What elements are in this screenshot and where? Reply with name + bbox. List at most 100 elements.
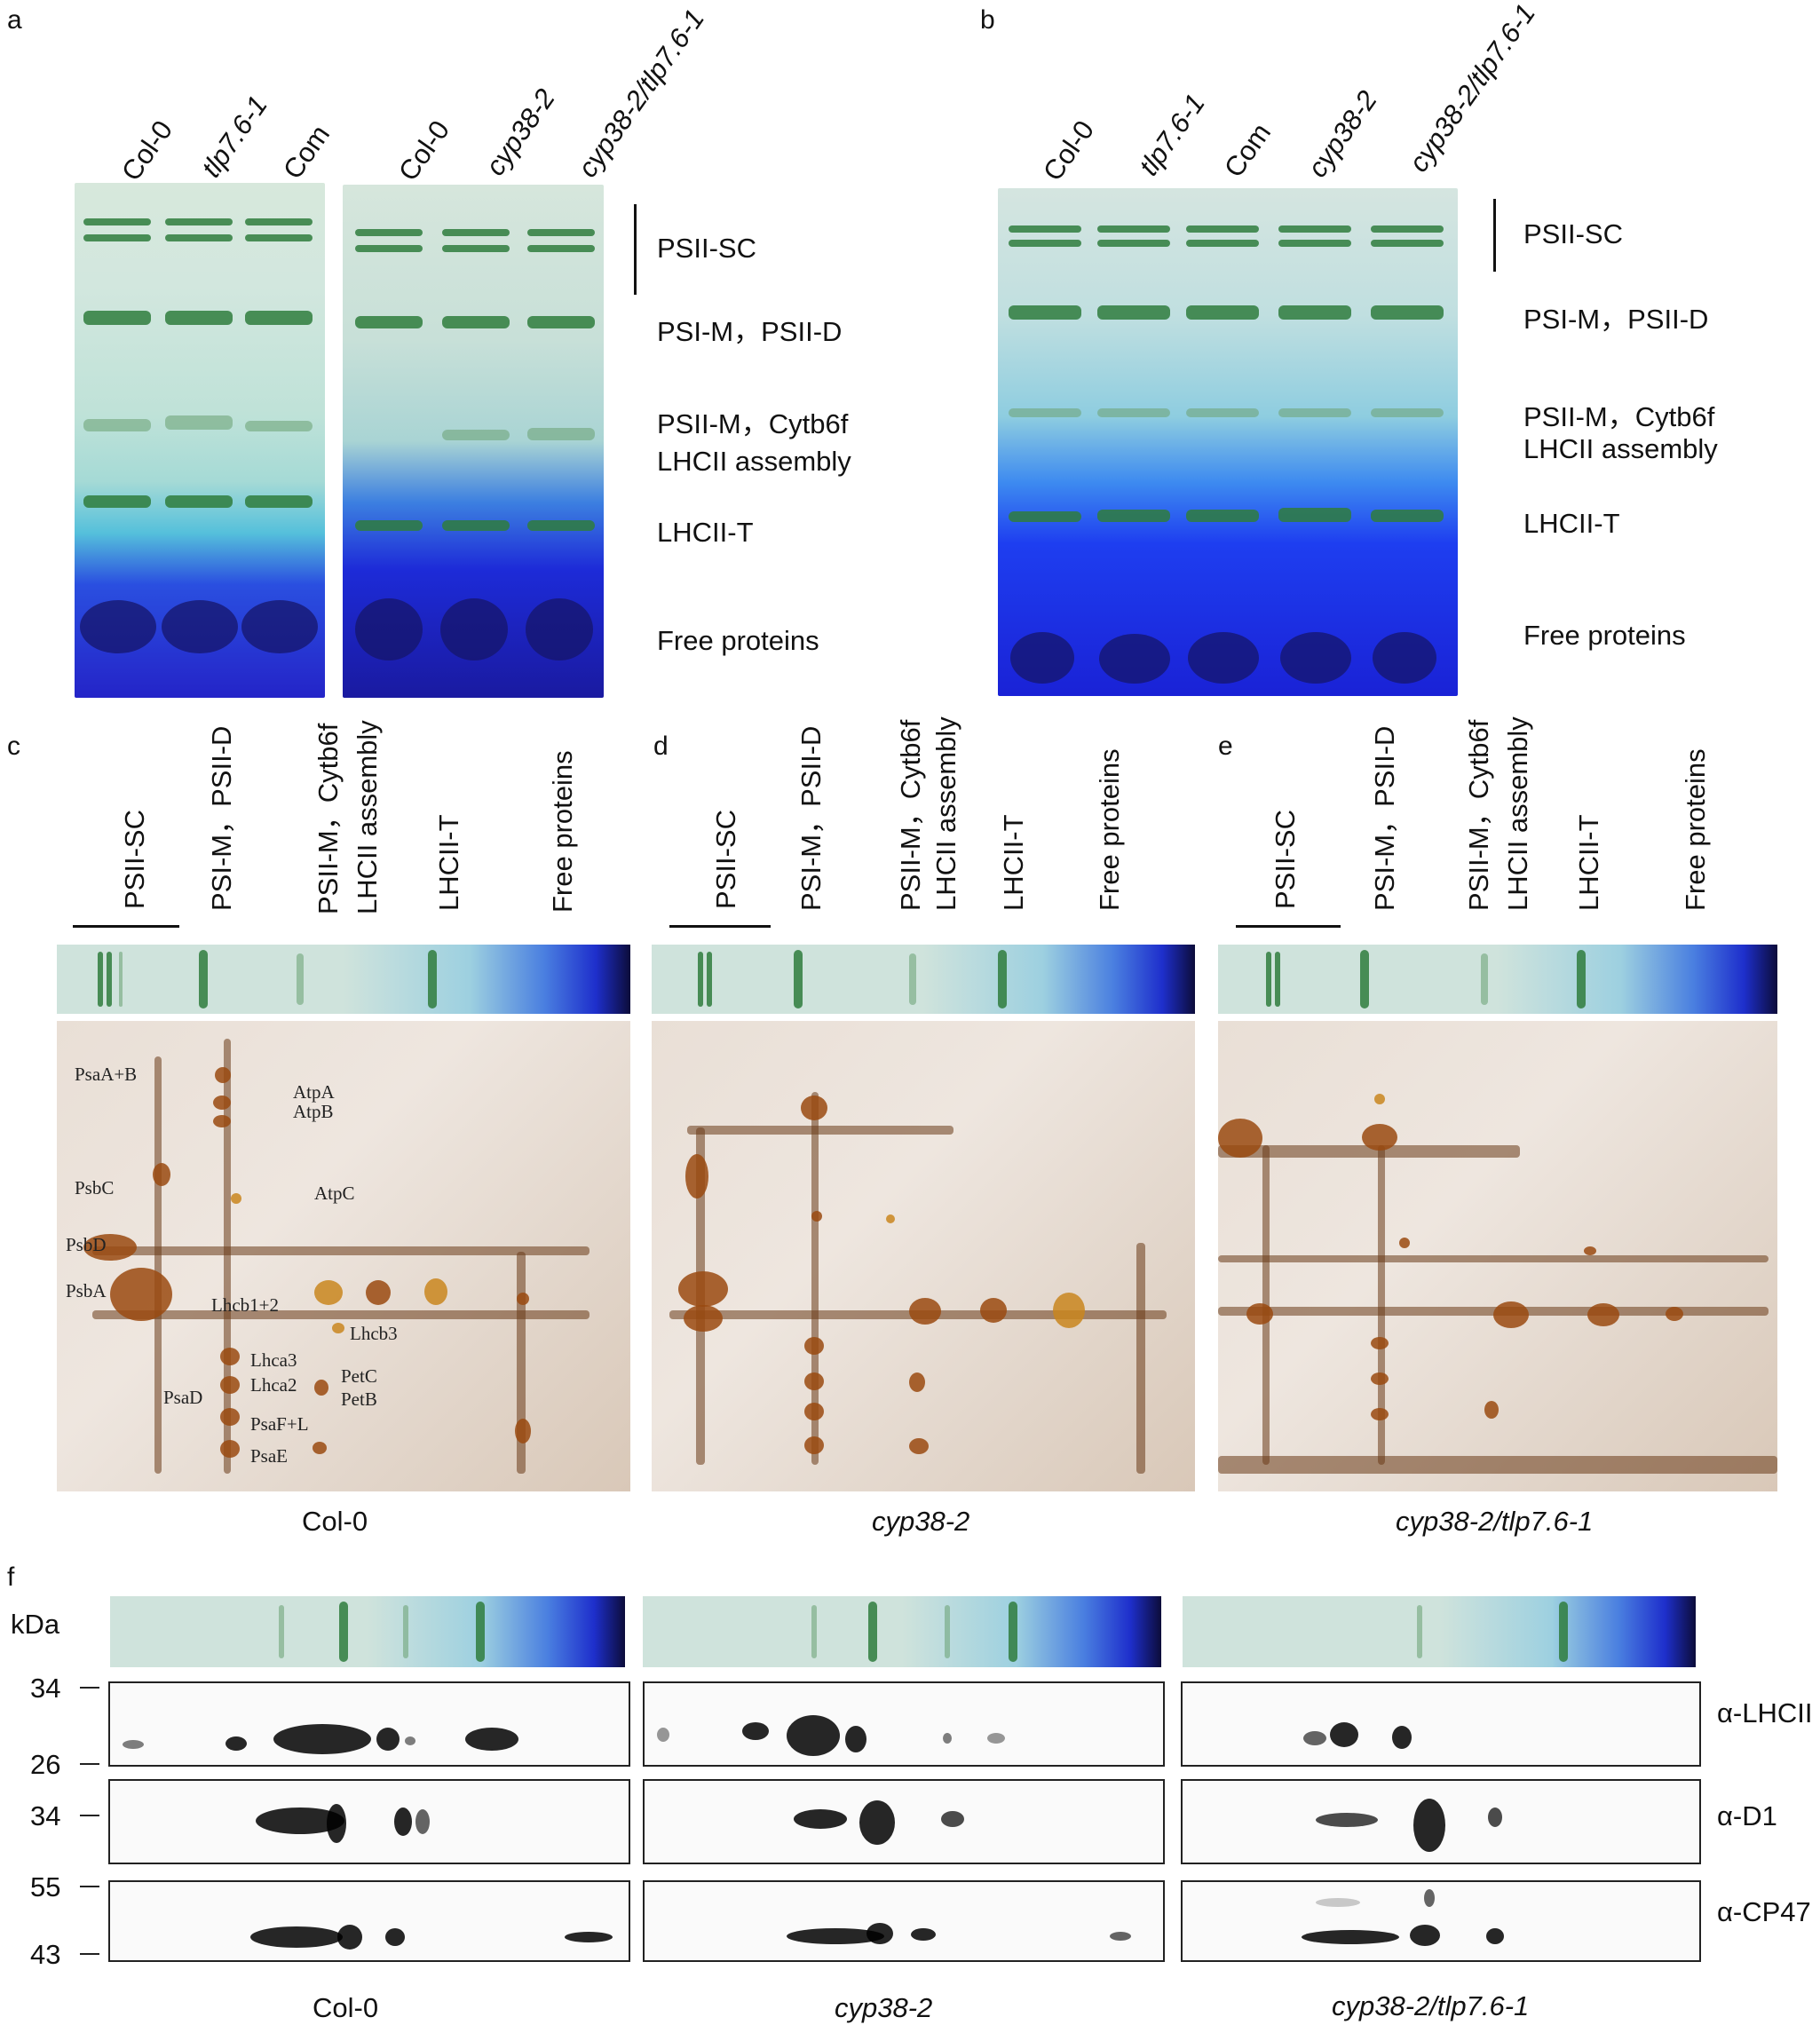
lane-label: Col-0	[1037, 115, 1101, 187]
unit-label: kDa	[11, 1609, 60, 1640]
mw-label: 26	[30, 1749, 61, 1780]
column-label: PSI-M，PSII-D	[795, 725, 827, 911]
spot-label: Lhca2	[250, 1374, 297, 1396]
western-blot	[108, 1779, 630, 1864]
bn-page-gel	[998, 188, 1458, 696]
column-label: LHCII-T	[1573, 814, 1604, 912]
spot-label: Lhcb3	[350, 1323, 398, 1344]
underline	[73, 925, 179, 928]
column-label: Free proteins	[547, 750, 578, 913]
spot-label: PsbD	[66, 1234, 107, 1255]
antibody-label: α-LHCII	[1717, 1697, 1813, 1728]
2d-gel	[1218, 1021, 1777, 1491]
antibody-label: α-CP47	[1717, 1896, 1811, 1927]
lane-label: Col-0	[115, 115, 179, 187]
bracket-line	[634, 204, 637, 295]
panel-letter-b: b	[980, 5, 995, 35]
panel-letter-d: d	[653, 732, 669, 761]
bn-page-gel	[343, 185, 604, 698]
bracket-line	[1493, 199, 1496, 272]
gel-strip	[110, 1596, 625, 1667]
western-blot	[1181, 1681, 1701, 1767]
western-blot	[1181, 1779, 1701, 1864]
panel-letter-f: f	[7, 1562, 15, 1592]
column-label: LHCII assembly	[930, 716, 961, 911]
spot-label: PsaF+L	[250, 1413, 309, 1435]
spot-label: Lhca3	[250, 1349, 297, 1371]
spot-label: PsaE	[250, 1445, 288, 1467]
lane-label: tlp7.6-1	[195, 90, 273, 184]
spot-label: PetB	[341, 1388, 377, 1410]
panel-caption: Col-0	[313, 1992, 379, 2023]
spot-label: PsaA+B	[75, 1064, 138, 1085]
band-label: LHCII assembly	[657, 446, 851, 477]
gel-strip	[643, 1596, 1161, 1667]
panel-caption: cyp38-2/tlp7.6-1	[1396, 1506, 1594, 1537]
lane-label: cyp38-2	[1302, 84, 1383, 184]
western-blot	[1181, 1880, 1701, 1962]
western-blot	[108, 1681, 630, 1767]
mw-label: 43	[30, 1939, 61, 1970]
spot-label: PsbC	[75, 1177, 115, 1198]
column-label: LHCII-T	[433, 814, 464, 912]
bn-page-gel	[75, 183, 325, 698]
spot-label: PetC	[341, 1365, 377, 1387]
panel-letter-c: c	[7, 732, 20, 761]
column-label: PSI-M，PSII-D	[1369, 725, 1400, 911]
spot-label: Lhcb1+2	[211, 1294, 279, 1316]
column-label: PSII-M，Cytb6f	[313, 723, 344, 914]
band-label: LHCII-T	[1523, 508, 1620, 539]
mw-tick	[80, 1953, 99, 1955]
gel-strip	[652, 945, 1195, 1014]
lane-label: Col-0	[392, 115, 456, 187]
band-label: PSII-SC	[1523, 218, 1623, 249]
spot-label: AtpA	[293, 1081, 335, 1103]
column-label: PSI-M，PSII-D	[206, 725, 237, 911]
panel-caption: cyp38-2	[872, 1506, 970, 1537]
mw-label: 34	[30, 1800, 61, 1831]
gel-strip	[1183, 1596, 1696, 1667]
lane-label: cyp38-2	[479, 83, 561, 182]
column-label: LHCII assembly	[1502, 716, 1533, 911]
2d-gel	[652, 1021, 1195, 1491]
column-label: LHCII assembly	[352, 720, 383, 914]
lane-label: Com	[277, 119, 336, 186]
mw-tick	[80, 1763, 99, 1765]
column-label: PSII-SC	[1270, 810, 1301, 909]
gel-strip	[1218, 945, 1777, 1014]
spot-label: PsbA	[66, 1280, 107, 1301]
column-label: LHCII-T	[998, 814, 1029, 912]
western-blot	[108, 1880, 630, 1962]
gel-strip	[57, 945, 630, 1014]
column-label: PSII-M，Cytb6f	[895, 719, 926, 911]
underline	[669, 925, 771, 928]
spot-label: AtpB	[293, 1101, 334, 1122]
column-label: PSII-SC	[710, 810, 741, 909]
column-label: Free proteins	[1680, 748, 1711, 911]
mw-label: 55	[30, 1871, 61, 1902]
mw-tick	[80, 1815, 99, 1816]
band-label: PSI-M，PSII-D	[657, 316, 843, 347]
band-label: LHCII-T	[657, 517, 754, 548]
lane-label: cyp38-2/tlp7.6-1	[572, 3, 711, 184]
antibody-label: α-D1	[1717, 1800, 1777, 1831]
western-blot	[643, 1681, 1165, 1767]
2d-gel: PsaA+B AtpA AtpB PsbC AtpC PsbD PsbA Lhc…	[57, 1021, 630, 1491]
western-blot	[643, 1880, 1165, 1962]
column-label: PSII-M，Cytb6f	[1463, 719, 1494, 911]
mw-tick	[80, 1687, 99, 1689]
underline	[1236, 925, 1341, 928]
panel-letter-a: a	[7, 5, 22, 35]
band-label: PSI-M，PSII-D	[1523, 304, 1709, 335]
band-label: PSII-M，Cytb6f	[657, 408, 849, 439]
band-label: PSII-SC	[657, 233, 756, 264]
column-label: Free proteins	[1094, 748, 1125, 911]
band-label: Free proteins	[1523, 620, 1686, 651]
panel-letter-e: e	[1218, 732, 1233, 761]
band-label: PSII-M，Cytb6f	[1523, 401, 1715, 432]
panel-caption: Col-0	[302, 1506, 368, 1537]
column-label: PSII-SC	[119, 810, 150, 909]
lane-label: Com	[1218, 117, 1278, 184]
spot-label: AtpC	[314, 1183, 355, 1204]
lane-label: tlp7.6-1	[1133, 88, 1211, 182]
